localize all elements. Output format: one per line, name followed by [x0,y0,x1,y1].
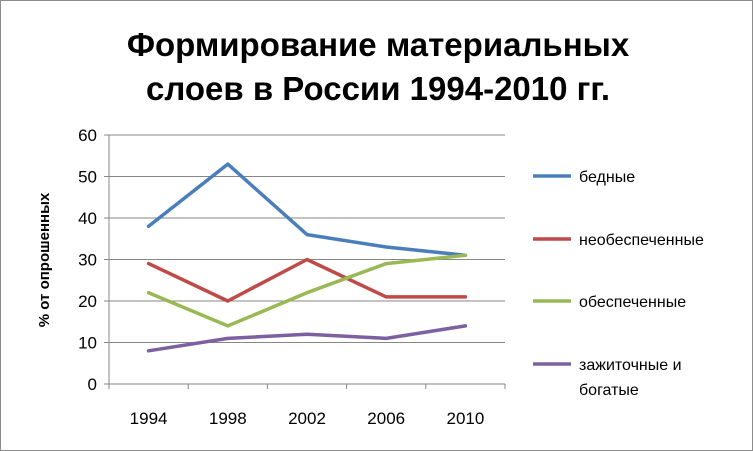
data-point [463,295,467,299]
data-point [147,349,151,353]
series-line-3 [146,324,468,353]
y-tick-label: 60 [78,126,97,145]
x-tick-label: 1998 [209,409,247,428]
legend: бедные необеспеченные обеспеченные зажиточн… [533,169,704,399]
data-point [147,291,151,295]
data-point [384,336,388,340]
x-tick-label: 2002 [288,409,326,428]
x-tick-label: 2006 [367,409,405,428]
data-point [147,262,151,266]
y-tick-label: 50 [78,168,97,187]
y-tick-label: 40 [78,209,97,228]
y-axis-title: % от опрошенных [36,192,53,327]
gridlines [109,134,505,343]
data-point [226,336,230,340]
data-point [305,332,309,336]
series-line-1 [146,257,468,303]
y-tick-label: 10 [78,334,97,353]
series-line-0 [146,162,468,258]
legend-label: богатые [579,382,639,399]
series-line-2 [146,253,468,328]
axes: 0 10 20 30 40 50 60 1994 1998 2002 2006 2010 [78,126,506,428]
legend-label: зажиточные и [579,357,682,374]
data-point [463,324,467,328]
chart-title-line-2: слоев в России 1994-2010 гг. [146,70,610,107]
data-point [226,162,230,166]
data-point [305,291,309,295]
series-lines [146,162,468,353]
legend-label: необеспеченные [579,232,704,249]
data-point [226,324,230,328]
chart-title-line-1: Формирование материальных [127,26,630,63]
y-tick-label: 30 [78,251,97,270]
y-tick-label: 0 [88,375,97,394]
data-point [384,262,388,266]
data-point [305,258,309,261]
y-tick-label: 20 [78,292,97,311]
legend-label: обеспеченные [579,294,686,311]
x-tick-label: 2010 [446,409,484,428]
x-tick-label: 1994 [130,409,168,428]
data-point [384,295,388,299]
data-point [147,224,151,228]
data-point [305,233,309,237]
legend-label: бедные [579,169,635,186]
data-point [226,299,230,303]
data-point [384,245,388,249]
data-point [463,253,467,257]
